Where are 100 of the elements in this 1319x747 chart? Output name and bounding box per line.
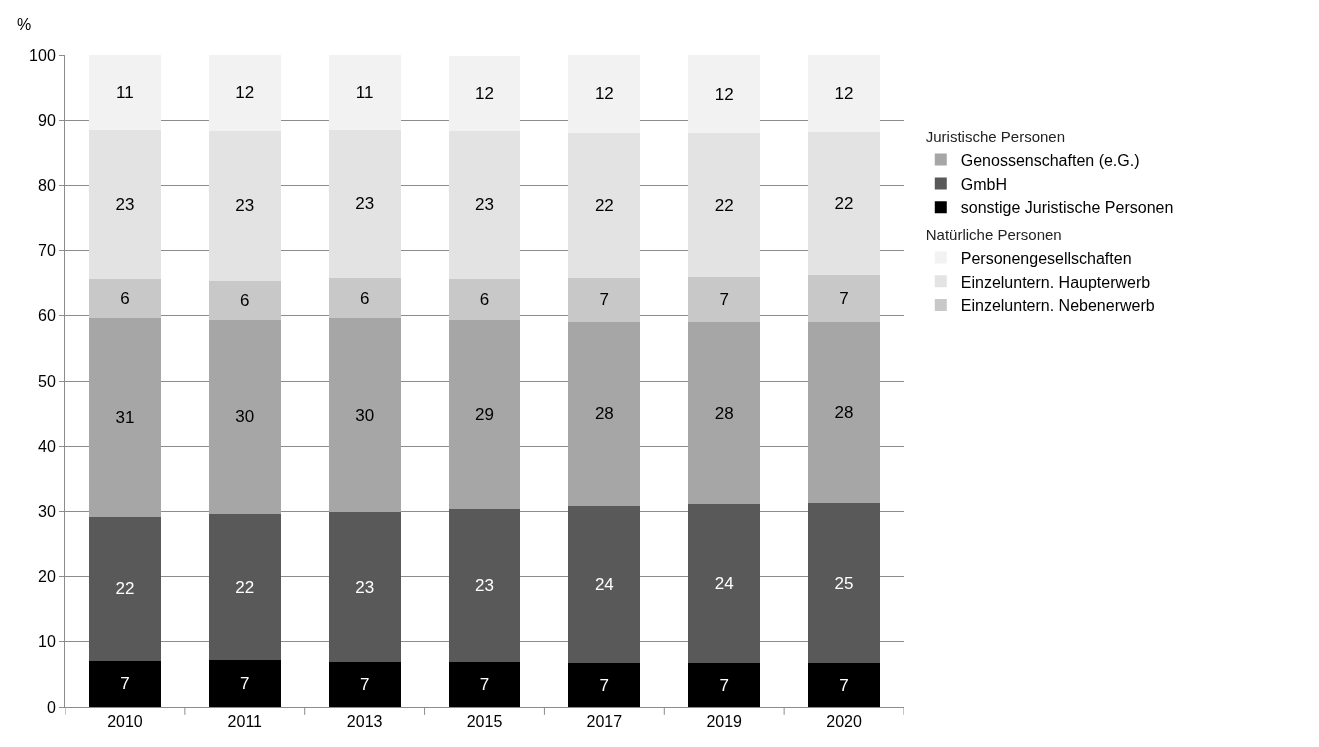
y-tick-label: 70 [38,242,56,260]
y-tick-label: 10 [38,633,56,651]
x-tick-label: 2011 [227,713,263,731]
bar [688,322,761,505]
text: Natürliche Personen [925,226,1062,244]
bar [208,130,281,281]
bar [808,502,881,664]
bar [808,131,881,276]
data-label: 7 [719,290,729,310]
x-tick-label: 2013 [346,713,383,731]
legend-label: sonstige Juristische Personen [960,199,1174,217]
data-label: 22 [115,579,135,599]
data-label: 12 [714,84,734,104]
bar [88,317,161,517]
bar [808,55,881,132]
data-label: 7 [719,675,729,695]
y-tick-label: 30 [38,503,56,520]
data-label: 6 [120,289,130,309]
bar [88,129,161,280]
data-label: 7 [240,674,250,694]
data-label: 22 [714,195,734,215]
data-label: 23 [115,195,135,215]
bar [328,662,401,707]
data-label: 12 [235,83,255,103]
bar [688,504,761,664]
data-label: 7 [359,675,370,695]
data-label: 11 [116,82,134,102]
data-label: 7 [120,674,130,694]
bar [88,516,161,661]
bar [448,278,521,321]
data-label: 30 [235,407,255,427]
data-label: 28 [834,403,854,423]
bar [328,512,401,663]
bar [448,55,521,132]
x-tick-label: 2020 [826,713,862,731]
data-label: 23 [235,196,255,216]
bar [328,55,401,130]
bar [808,322,881,503]
bar [688,133,761,278]
data-label: 24 [714,574,734,594]
data-label: 24 [594,575,614,595]
bar [328,318,401,513]
bar [688,277,761,323]
bar [808,663,881,707]
bar [88,279,161,318]
legend-label: GmbH [960,175,1008,193]
data-label: 7 [479,675,490,695]
bar [568,277,641,322]
data-label: 6 [240,290,250,310]
y-axis-title: % [17,16,32,33]
text: Juristische Personen [925,128,1066,146]
y-tick-label: 60 [38,307,56,325]
x-tick-label: 2017 [586,713,623,731]
data-label: 7 [839,289,849,309]
bar [88,55,161,130]
data-label: 7 [599,675,610,695]
data-label: 28 [714,403,734,423]
data-label: 6 [359,288,370,308]
y-tick-label: 50 [38,372,56,390]
x-tick-label: 2019 [706,713,743,731]
data-label: 12 [834,83,854,103]
y-tick-label: 90 [38,111,56,129]
data-label: 12 [475,83,494,103]
bar [328,129,401,278]
bar [328,277,401,319]
y-tick-label: 40 [38,437,56,455]
bar [208,319,281,515]
bar [448,131,521,279]
bar [568,132,641,278]
x-tick-label: 2010 [107,713,143,731]
y-tick-label: 20 [38,568,56,586]
legend-label: Einzeluntern. Nebenerwerb [960,297,1155,315]
legend-label: Genossenschaften (e.G.) [960,151,1140,169]
bar [88,660,161,707]
bar [568,55,641,133]
bar [208,660,281,707]
data-label: 7 [839,675,849,695]
data-label: 7 [599,290,610,310]
bar [208,280,281,320]
data-label: 29 [475,405,494,425]
x-tick-label: 2015 [466,713,503,731]
legend-label: Personengesellschaften [960,249,1132,267]
data-label: 31 [115,407,135,427]
bar [688,55,761,134]
bar [688,663,761,707]
data-label: 23 [475,575,494,595]
data-label: 22 [834,194,854,214]
data-label: 23 [355,194,375,214]
y-tick-label: 80 [38,177,56,194]
data-label: 12 [594,84,614,104]
data-label: 30 [355,405,375,425]
bar [568,663,641,707]
bar [448,508,521,663]
data-label: 11 [355,82,374,102]
bar [568,321,641,507]
data-label: 22 [235,577,255,597]
data-label: 28 [594,404,614,424]
bar [448,320,521,509]
data-label: 23 [475,195,494,215]
legend-label: Einzeluntern. Haupterwerb [960,273,1151,291]
